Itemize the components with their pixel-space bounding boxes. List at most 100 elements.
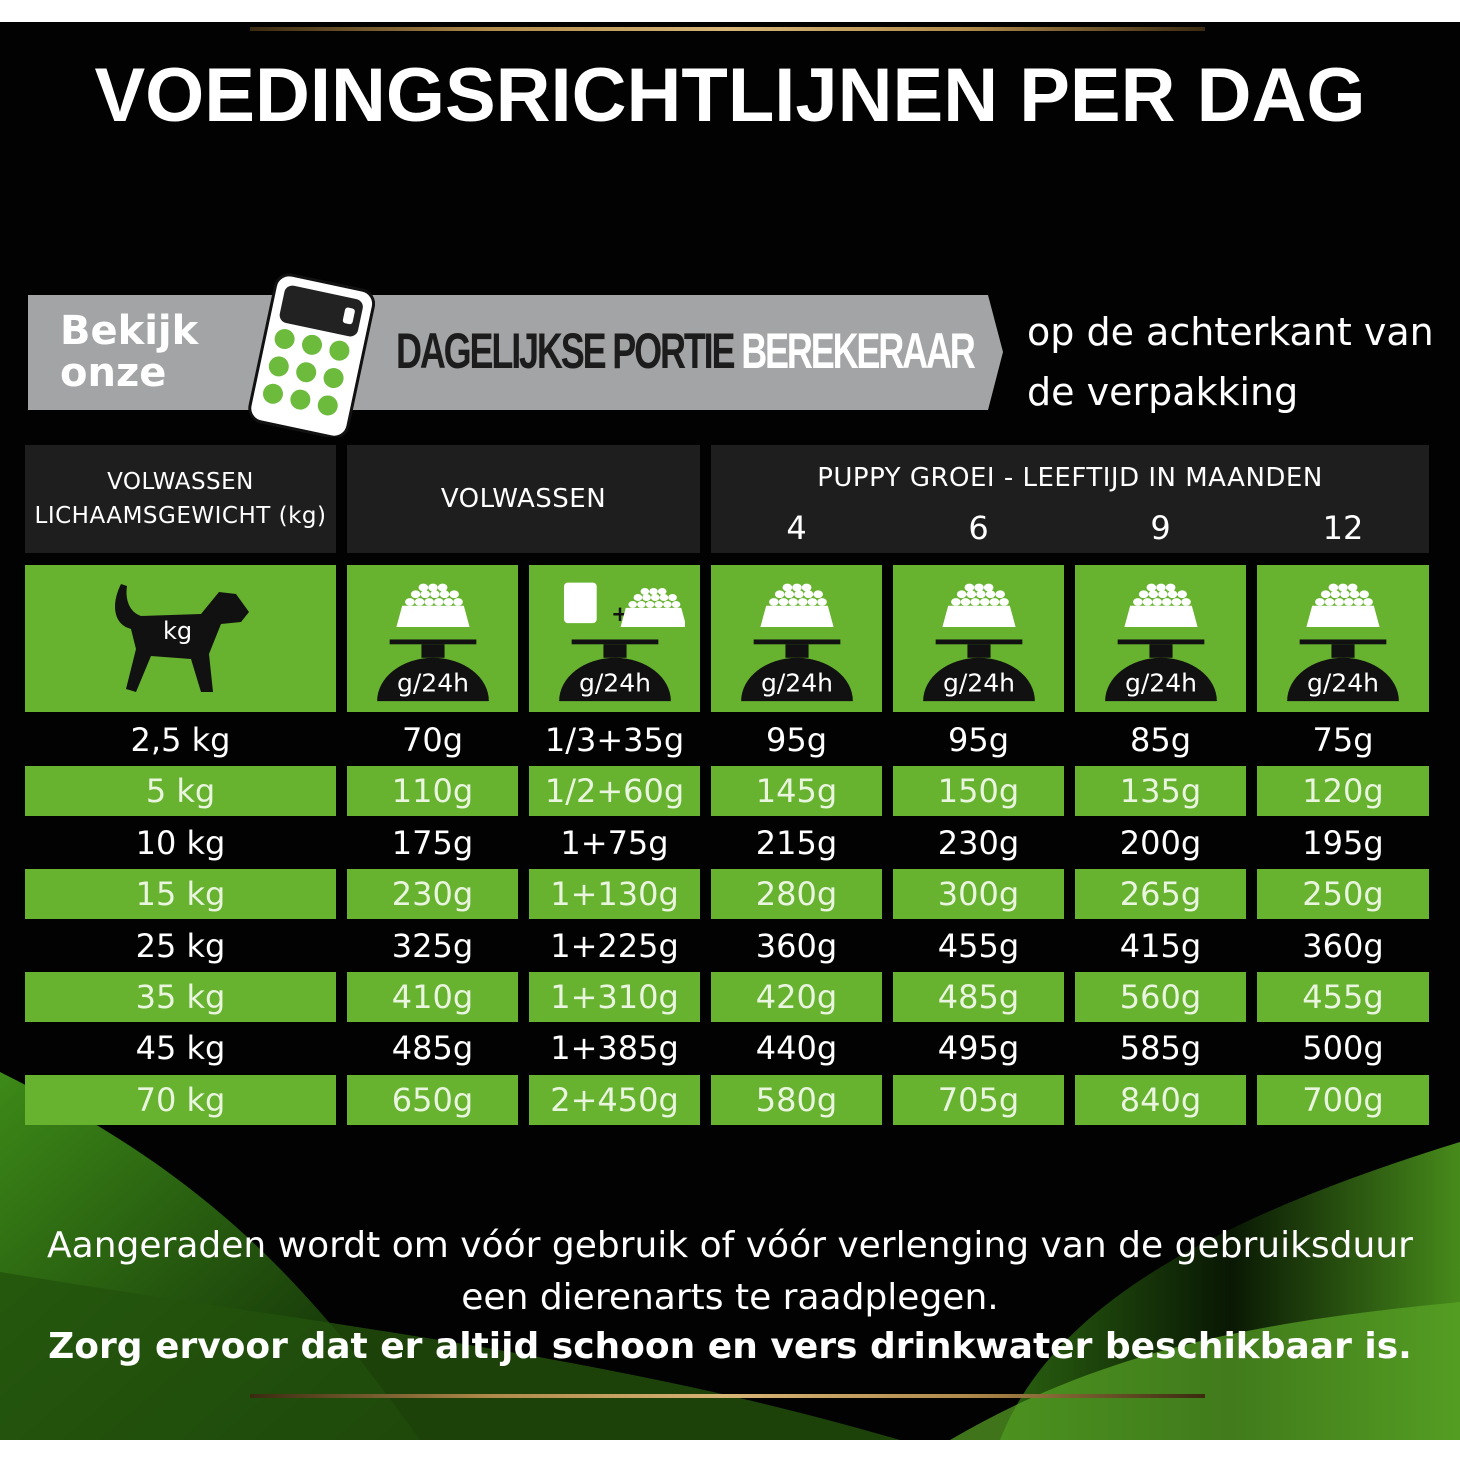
svg-text:g/24h: g/24h [579, 668, 651, 697]
scale-bowl-icon: g/24h [922, 583, 1035, 701]
puppy-month-12: 12 [1322, 509, 1364, 547]
puppy-month-6: 6 [968, 509, 989, 547]
header-weight-line2: LICHAAMSGEWICHT (kg) [34, 503, 327, 529]
weight-cell: 5 kg [25, 766, 336, 817]
svg-text:g/24h: g/24h [1307, 668, 1379, 697]
banner-suffix-line2: de verpakking [1027, 370, 1299, 414]
portion-cell: 455g [937, 926, 1020, 965]
portion-cell: 455g [1257, 972, 1429, 1022]
portion-cell: 250g [1257, 869, 1429, 920]
portion-cell: 230g [347, 869, 518, 920]
portion-cell: 495g [937, 1029, 1020, 1068]
banner-prefix-line2: onze [60, 350, 167, 396]
portion-cell: 145g [711, 766, 882, 817]
icon-cell: + g/24h [529, 565, 700, 712]
icon-cell: kg [25, 565, 336, 712]
portion-cell: 840g [1075, 1074, 1246, 1125]
portion-cell: 485g [391, 1029, 474, 1068]
portion-cell: 175g [391, 823, 474, 862]
header-body-weight: VOLWASSEN LICHAAMSGEWICHT (kg) [25, 445, 336, 553]
portion-cell: 485g [893, 972, 1064, 1022]
portion-cell: 560g [1075, 972, 1246, 1022]
portion-cell: 110g [347, 766, 518, 817]
portion-cell: 1/3+35g [544, 721, 685, 759]
header-puppy-label: PUPPY GROEI - LEEFTIJD IN MAANDEN [817, 463, 1323, 493]
portion-cell: 95g [765, 721, 828, 759]
banner-light-text: BEREKERAAR [741, 323, 976, 379]
footer-line2: een dierenarts te raadplegen. [461, 1277, 999, 1318]
portion-cell: 1+225g [550, 926, 679, 965]
portion-cell: 700g [1257, 1074, 1429, 1125]
weight-cell: 10 kg [135, 823, 226, 862]
portion-cell: 580g [711, 1074, 882, 1125]
portion-cell: 1+310g [529, 972, 700, 1022]
portion-cell: 300g [893, 869, 1064, 920]
portion-cell: 415g [1119, 926, 1202, 965]
portion-cell: 85g [1129, 721, 1192, 759]
portion-cell: 215g [755, 823, 838, 862]
calculator-icon [248, 273, 375, 437]
puppy-month-4: 4 [786, 509, 807, 547]
scale-bowl-icon: +g/24h [558, 582, 685, 701]
weight-cell: 35 kg [25, 972, 336, 1022]
portion-cell: 265g [1075, 869, 1246, 920]
portion-cell: 135g [1075, 766, 1246, 817]
portion-cell: 650g [347, 1074, 518, 1125]
gold-divider-bottom [250, 1394, 1205, 1398]
scale-bowl-icon: g/24h [376, 583, 489, 701]
portion-cell: 150g [893, 766, 1064, 817]
banner-suffix-line1: op de achterkant van [1027, 310, 1434, 354]
portion-cell: 200g [1119, 823, 1202, 862]
footer-advice: Aangeraden wordt om vóór gebruik of vóór… [0, 1220, 1460, 1324]
icon-cell: g/24h [1257, 565, 1429, 712]
banner-bold-text: DAGELIJKSE PORTIE [396, 323, 736, 379]
puppy-month-9: 9 [1150, 509, 1171, 547]
portion-cell: 120g [1257, 766, 1429, 817]
scale-bowl-icon: g/24h [1104, 583, 1217, 701]
green-swoosh-decoration [0, 1072, 1460, 1440]
portion-cell: 1/2+60g [529, 766, 700, 817]
svg-text:g/24h: g/24h [761, 668, 833, 697]
footer-water-note: Zorg ervoor dat er altijd schoon en vers… [48, 1326, 1412, 1367]
banner-prefix: Bekijk onze [60, 310, 198, 394]
footer-line1: Aangeraden wordt om vóór gebruik of vóór… [47, 1225, 1413, 1266]
gold-divider-top [250, 27, 1205, 31]
weight-cell: 45 kg [135, 1029, 226, 1068]
page-title: VOEDINGSRICHTLIJNEN PER DAG [94, 53, 1366, 138]
portion-cell: 360g [1302, 926, 1384, 965]
background [0, 22, 1460, 1440]
portion-cell: 325g [391, 926, 474, 965]
weight-cell: 2,5 kg [130, 721, 231, 759]
portion-cell: 2+450g [529, 1074, 700, 1125]
icon-cell: g/24h [893, 565, 1064, 712]
portion-cell: 1+385g [550, 1029, 679, 1068]
kg-label: kg [163, 617, 192, 645]
portion-cell: 420g [711, 972, 882, 1022]
weight-cell: 15 kg [25, 869, 336, 920]
portion-cell: 230g [937, 823, 1020, 862]
svg-text:g/24h: g/24h [943, 668, 1015, 697]
portion-cell: 705g [893, 1074, 1064, 1125]
can-icon [563, 582, 597, 623]
scale-bowl-icon: g/24h [1287, 583, 1399, 701]
portion-cell: 195g [1302, 823, 1384, 862]
header-weight-line1: VOLWASSEN [107, 469, 254, 495]
banner-title: DAGELIJKSE PORTIE BEREKERAAR [396, 322, 976, 380]
portion-cell: 75g [1312, 721, 1374, 759]
header-puppy: PUPPY GROEI - LEEFTIJD IN MAANDEN [711, 445, 1429, 553]
portion-cell: 500g [1302, 1029, 1384, 1068]
portion-cell: 410g [347, 972, 518, 1022]
icon-cell: g/24h [1075, 565, 1246, 712]
portion-cell: 70g [401, 721, 464, 759]
header-adult: VOLWASSEN [347, 445, 700, 553]
portion-cell: 1+130g [529, 869, 700, 920]
icon-cell: g/24h [711, 565, 882, 712]
banner-suffix: op de achterkant van de verpakking [1027, 302, 1434, 422]
scale-bowl-icon: g/24h [740, 583, 853, 701]
svg-text:g/24h: g/24h [1125, 668, 1197, 697]
weight-cell: 70 kg [25, 1074, 336, 1125]
icon-cell: g/24h [347, 565, 518, 712]
portion-cell: 440g [755, 1029, 838, 1068]
dog-icon: kg [114, 583, 249, 692]
